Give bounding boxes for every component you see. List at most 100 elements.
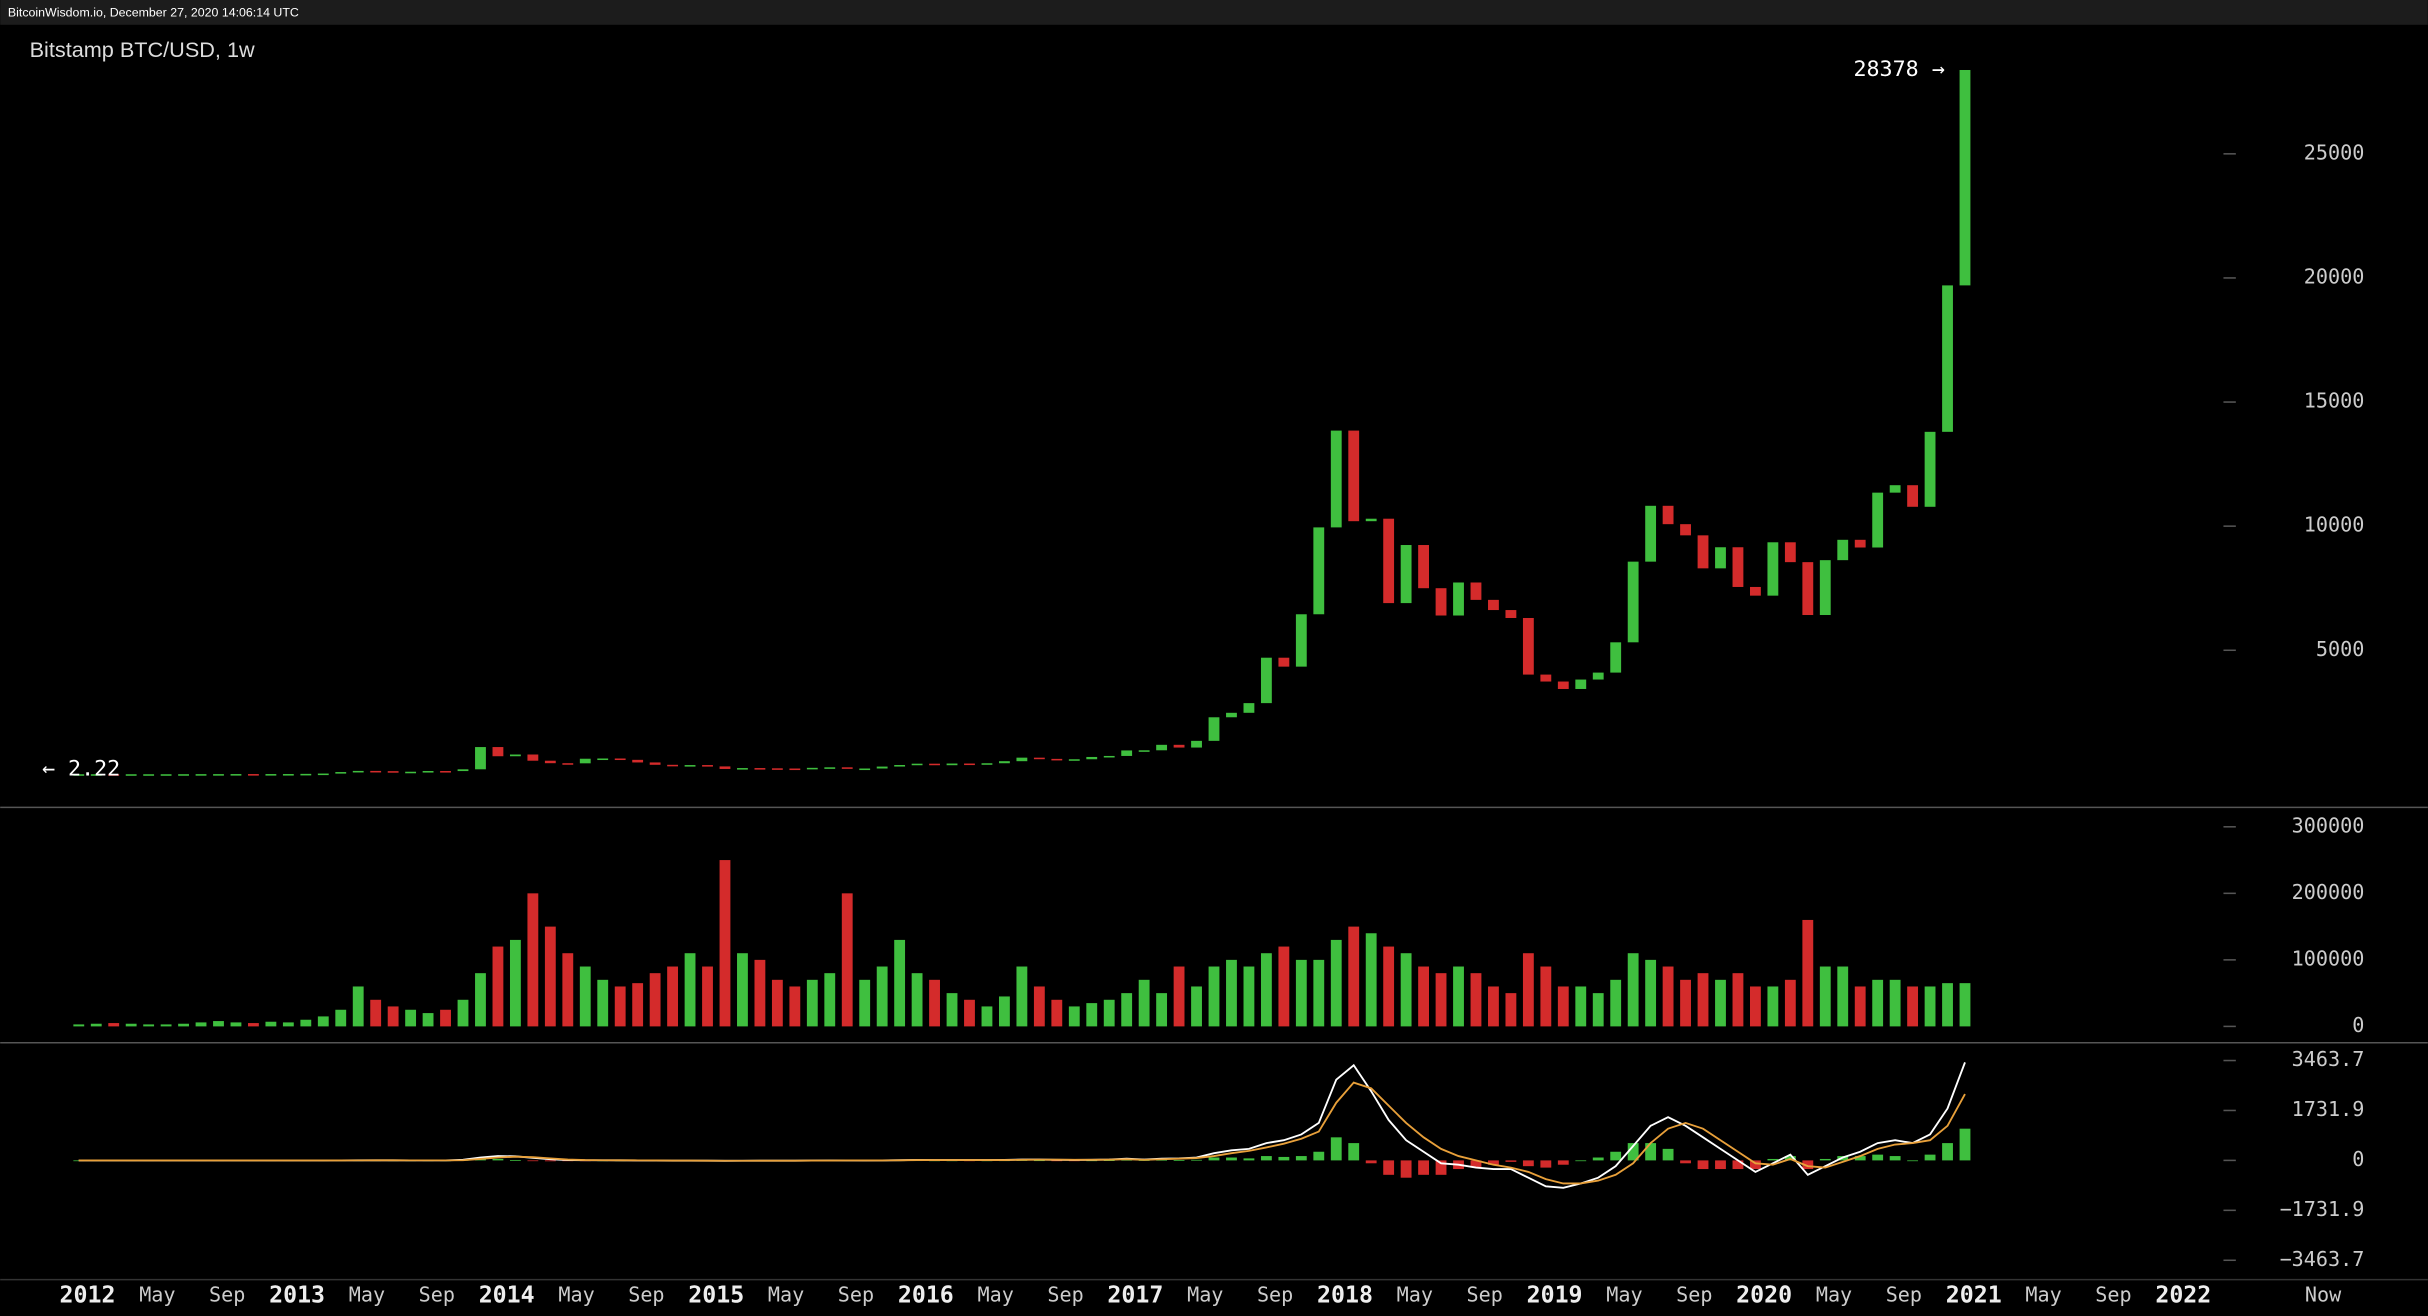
macd-histogram-bar (1732, 1160, 1744, 1170)
volume-bar (230, 1022, 242, 1027)
candle (579, 758, 591, 764)
candle (649, 762, 661, 765)
x-tick-label: May (349, 1282, 385, 1306)
volume-bar (1505, 993, 1517, 1027)
candle (1260, 657, 1272, 704)
volume-bar (143, 1024, 155, 1027)
candle (806, 767, 818, 770)
candle (1121, 750, 1133, 756)
candle (1575, 679, 1587, 689)
x-tick-label: 2019 (1527, 1281, 1583, 1308)
volume-bar (614, 986, 626, 1027)
volume-bar (1295, 959, 1307, 1027)
x-tick-label: Sep (209, 1282, 245, 1306)
volume-bar (579, 966, 591, 1027)
macd-histogram-bar (1226, 1157, 1237, 1161)
macd-histogram-bar (1488, 1160, 1499, 1165)
y-tick-label: 20000 (2304, 264, 2365, 288)
volume-bar (1068, 1006, 1080, 1027)
candle (771, 768, 783, 770)
volume-bar (911, 973, 923, 1027)
candle (457, 769, 469, 772)
candle (1278, 657, 1290, 667)
volume-bar (317, 1016, 329, 1027)
volume-bar (1121, 993, 1133, 1027)
candle (684, 765, 696, 767)
candle (1610, 642, 1622, 673)
volume-bar (1260, 953, 1272, 1027)
macd-histogram-bar (1767, 1158, 1779, 1161)
volume-bar (1959, 983, 1971, 1027)
min-price-label: ← 2.22 (42, 757, 120, 782)
volume-bar (1488, 986, 1499, 1027)
volume-bar (1278, 946, 1290, 1027)
candle (894, 765, 906, 767)
volume-bar (964, 999, 975, 1027)
y-tick-label: 1731.9 (2292, 1097, 2365, 1121)
volume-bar (492, 946, 504, 1027)
volume-bar (1802, 919, 1814, 1027)
candle (143, 774, 155, 776)
macd-histogram-bar (1243, 1158, 1255, 1161)
candle (1749, 586, 1761, 596)
x-tick-label: May (1816, 1282, 1852, 1306)
macd-histogram-bar (1295, 1156, 1307, 1161)
volume-bar (1226, 959, 1237, 1027)
candle (859, 768, 871, 771)
macd-histogram-bar (1418, 1160, 1429, 1175)
candle (125, 774, 137, 776)
candle (737, 768, 748, 770)
candle (597, 758, 609, 761)
candle (1348, 430, 1360, 522)
macd-histogram-bar (1645, 1143, 1657, 1161)
candle (929, 763, 940, 766)
volume-bar (90, 1023, 102, 1027)
candle (1557, 681, 1569, 689)
candle (90, 774, 102, 776)
volume-bar (1470, 973, 1482, 1027)
macd-histogram-bar (1121, 1159, 1133, 1161)
volume-bar (946, 993, 958, 1027)
volume-bar (108, 1023, 120, 1027)
macd-histogram-bar (492, 1158, 504, 1161)
volume-bar (667, 966, 679, 1027)
volume-bar (981, 1006, 993, 1027)
volume-bar (265, 1021, 277, 1027)
volume-bar (771, 979, 783, 1027)
candle (1592, 672, 1604, 680)
candle (440, 771, 451, 773)
y-tick-label: 10000 (2304, 513, 2365, 537)
volume-bar (213, 1021, 224, 1027)
macd-histogram-bar (509, 1160, 521, 1161)
macd-histogram-bar (1959, 1128, 1971, 1161)
y-tick-label: −3463.7 (2280, 1247, 2365, 1271)
candle (213, 774, 224, 776)
macd-histogram-bar (1260, 1156, 1272, 1161)
volume-bar (335, 1009, 347, 1027)
candle (981, 763, 993, 765)
candle (1103, 755, 1115, 758)
volume-bar (125, 1023, 137, 1027)
macd-histogram-bar (1575, 1160, 1587, 1162)
volume-bar (1435, 973, 1447, 1027)
volume-bar (195, 1022, 207, 1027)
volume-bar (789, 986, 801, 1027)
volume-bar (160, 1024, 172, 1027)
macd-histogram-bar (1924, 1154, 1936, 1161)
volume-bar (841, 893, 853, 1027)
volume-bar (1208, 966, 1220, 1027)
candle (265, 774, 277, 776)
candle (1191, 740, 1202, 748)
last-price-label: 28378 → (1853, 57, 1944, 82)
volume-bar (1540, 966, 1552, 1027)
candle (1505, 610, 1517, 618)
volume-bar (929, 979, 940, 1027)
volume-bar (422, 1013, 434, 1027)
candle (946, 763, 958, 766)
volume-bar (1365, 933, 1377, 1027)
candle (1068, 759, 1080, 761)
x-tick-label: May (558, 1282, 594, 1306)
candle (1086, 756, 1098, 760)
